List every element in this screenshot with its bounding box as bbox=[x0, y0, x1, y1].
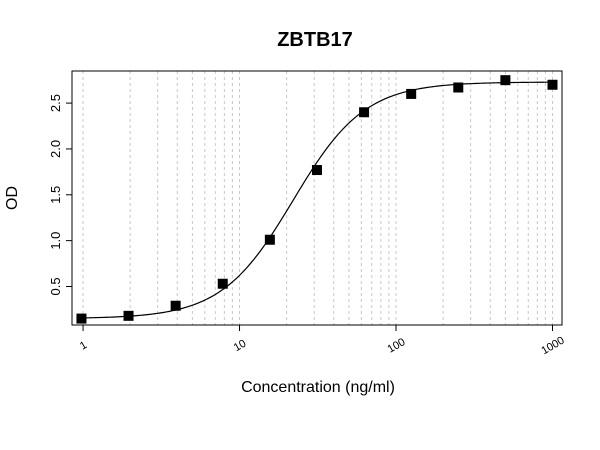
plot-frame bbox=[71, 70, 563, 326]
y-tick-label: 2.0 bbox=[48, 140, 63, 158]
x-tick-label: 10 bbox=[232, 338, 249, 355]
data-point bbox=[359, 107, 370, 118]
data-point bbox=[311, 165, 322, 176]
chart-title: ZBTB17 bbox=[277, 29, 353, 51]
y-axis-label: OD bbox=[4, 186, 21, 210]
data-point bbox=[406, 88, 417, 99]
y-axis: 0.5 1.0 1.5 2.0 2.5 bbox=[48, 94, 72, 296]
x-tick-label: 100 bbox=[386, 336, 408, 356]
fit-curve bbox=[81, 81, 553, 319]
y-tick-label: 1.0 bbox=[48, 232, 63, 250]
x-axis-label: Concentration (ng/ml) bbox=[241, 379, 395, 396]
data-point bbox=[123, 310, 134, 321]
data-points bbox=[76, 75, 558, 324]
data-point bbox=[264, 234, 275, 245]
x-axis: 1 10 100 1000 bbox=[78, 325, 567, 357]
y-tick-label: 2.5 bbox=[48, 94, 63, 112]
y-tick-label: 1.5 bbox=[48, 186, 63, 204]
y-tick-label: 0.5 bbox=[48, 277, 63, 295]
data-point bbox=[547, 79, 558, 90]
data-point bbox=[453, 82, 464, 93]
data-point bbox=[76, 313, 87, 324]
data-point bbox=[170, 300, 181, 311]
x-tick-label: 1000 bbox=[539, 335, 566, 358]
grid-lines bbox=[82, 71, 554, 325]
data-point bbox=[500, 75, 511, 86]
x-tick-label: 1 bbox=[78, 339, 89, 352]
data-point bbox=[217, 278, 228, 289]
